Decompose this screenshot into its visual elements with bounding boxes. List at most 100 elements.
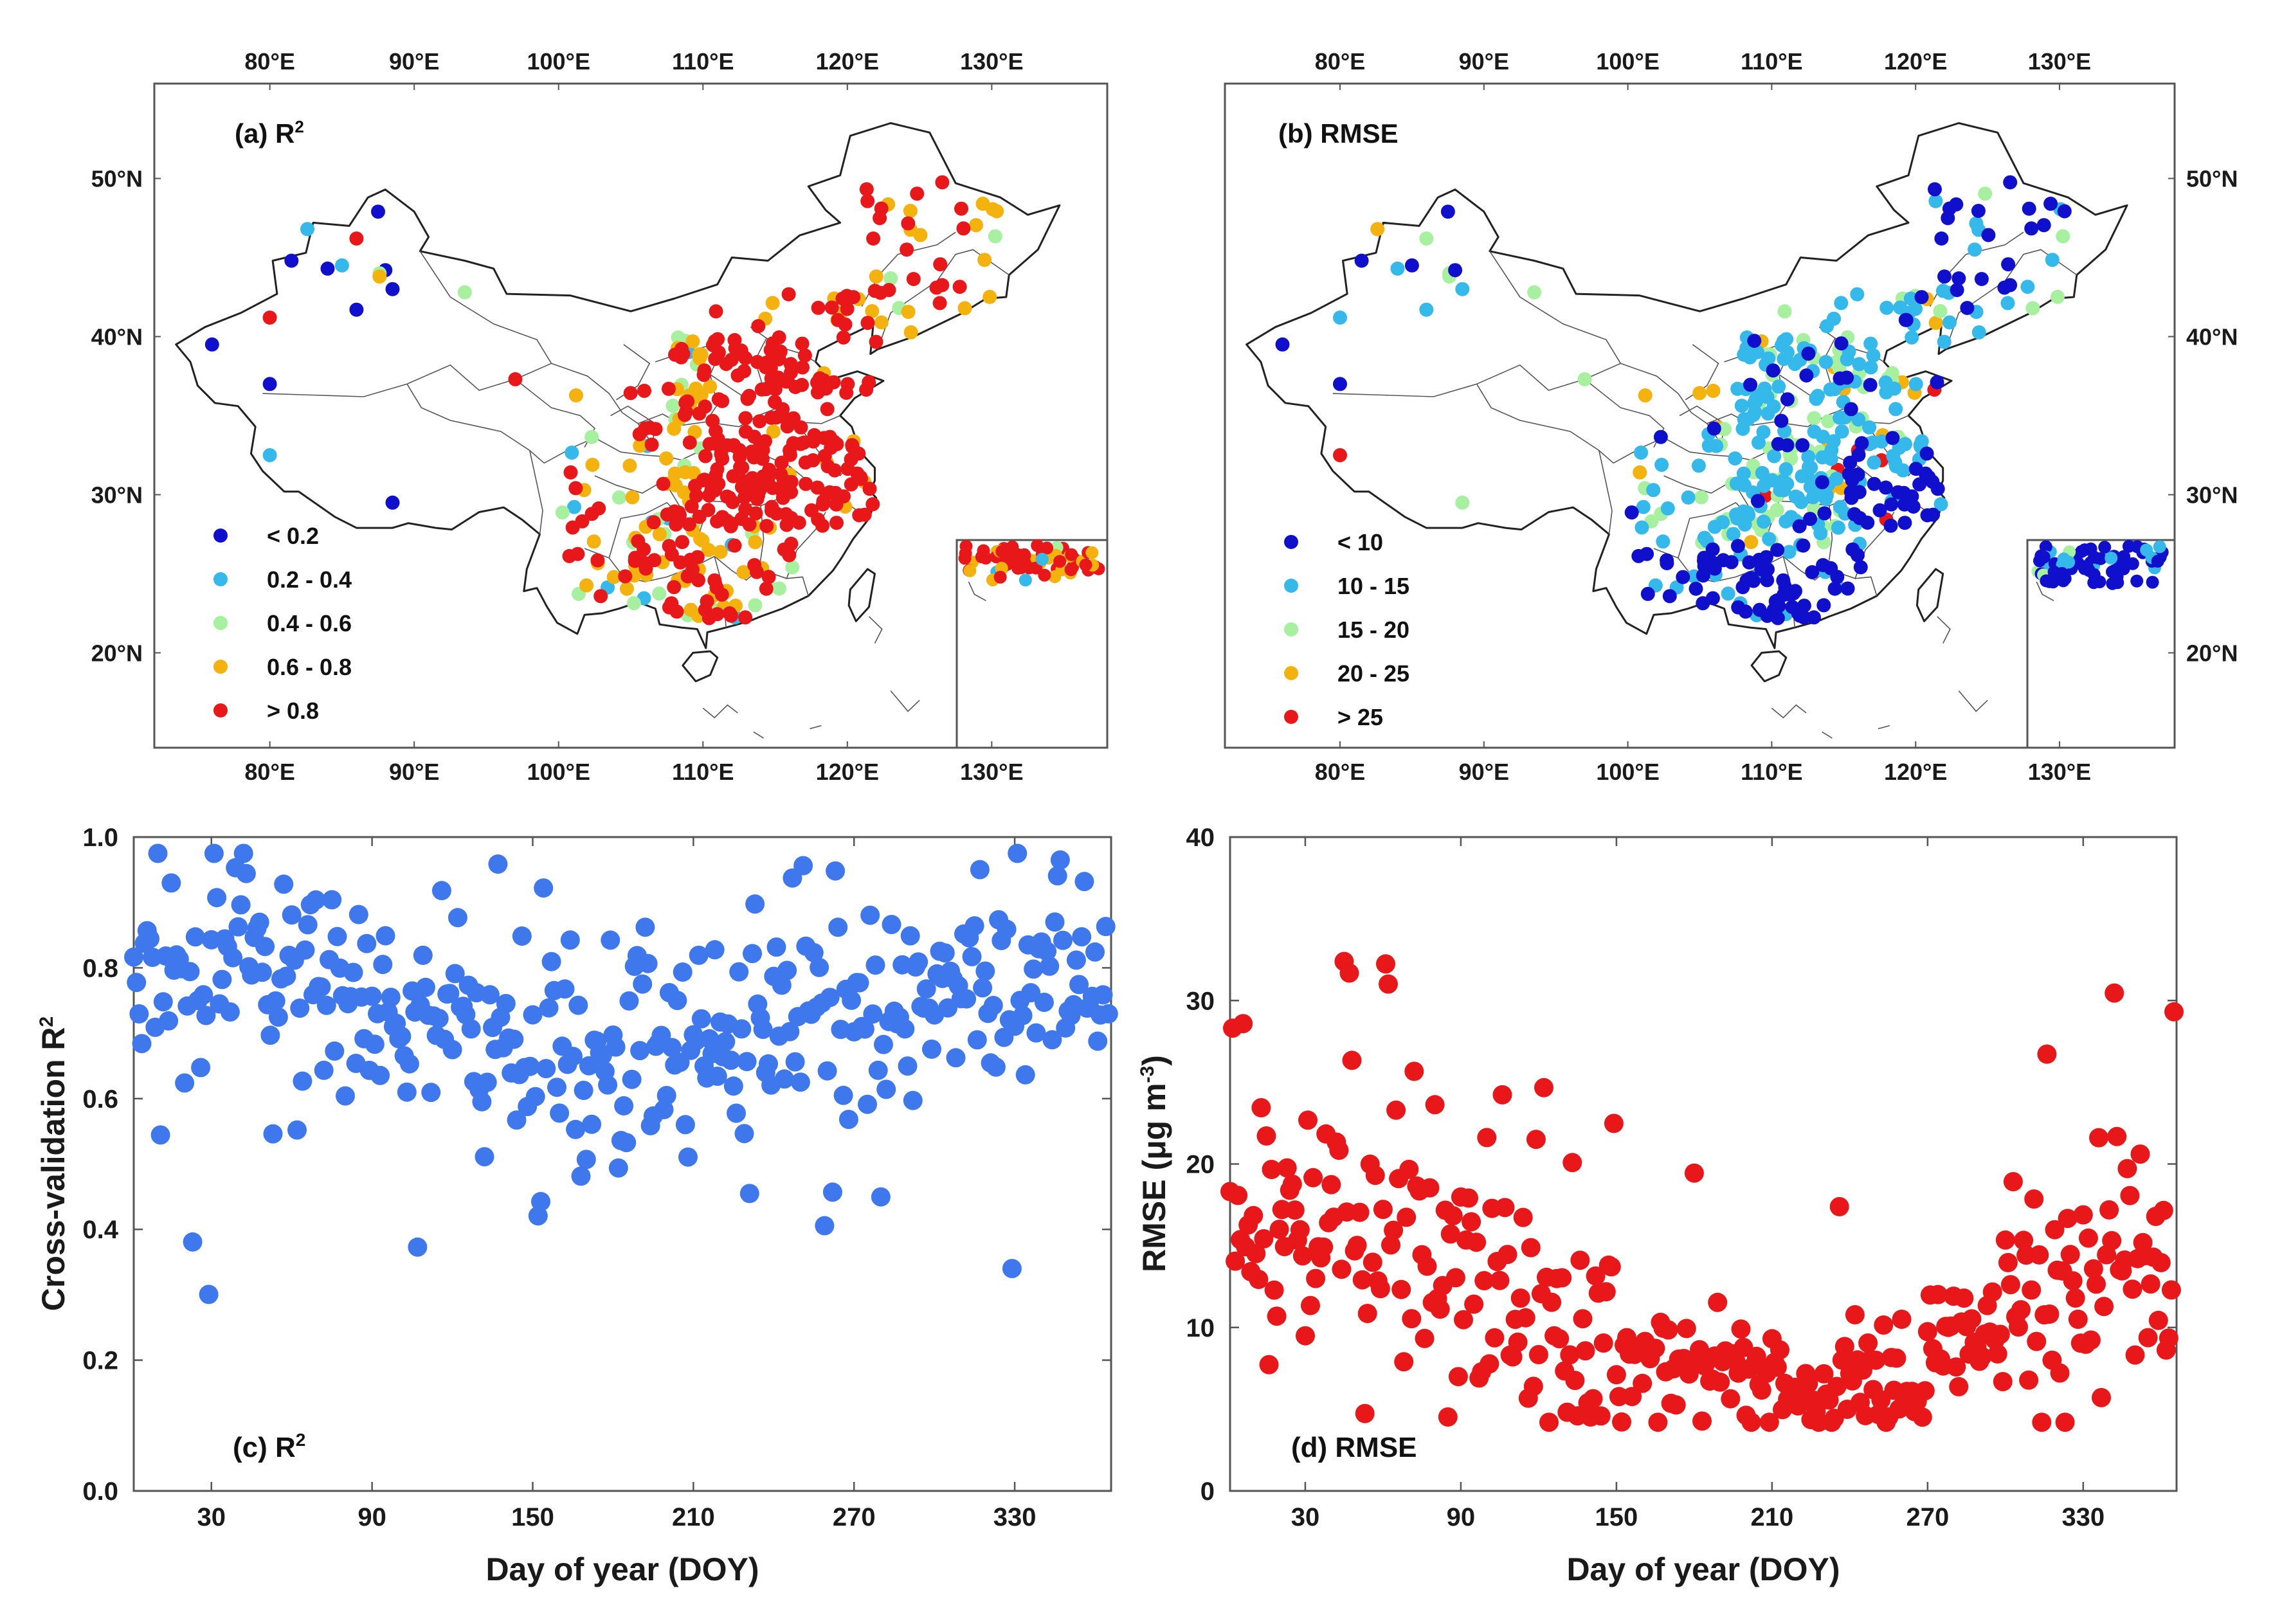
data-point	[858, 1094, 877, 1114]
panel-c-frame	[132, 836, 1112, 1492]
data-point	[293, 1071, 312, 1091]
data-point	[2065, 1288, 2085, 1308]
station-point	[284, 253, 299, 268]
data-point	[1523, 1376, 1543, 1396]
province-boundary	[514, 379, 595, 448]
inset-point	[2105, 552, 2118, 564]
data-point	[630, 1041, 650, 1061]
legend-label: 20 - 25	[1337, 660, 1409, 687]
data-point	[1420, 1178, 1440, 1198]
station-point	[1885, 431, 1900, 446]
data-point	[233, 844, 253, 863]
station-point	[385, 282, 400, 296]
station-point	[1854, 436, 1869, 451]
station-point	[810, 480, 825, 495]
data-point	[662, 1038, 682, 1058]
station-point	[2057, 204, 2072, 219]
data-point	[1845, 1305, 1865, 1324]
station-point	[1793, 608, 1807, 623]
station-point	[1968, 242, 1982, 257]
data-point	[2105, 983, 2124, 1003]
station-point	[1771, 437, 1786, 451]
station-point	[817, 373, 831, 388]
station-point	[901, 305, 916, 320]
data-point	[1477, 1128, 1497, 1148]
station-point	[1697, 554, 1711, 568]
inset-point	[2151, 554, 2164, 568]
data-point	[260, 1025, 280, 1045]
data-point	[566, 1119, 586, 1139]
station-point	[1960, 301, 1975, 315]
lon-tick-label: 130°E	[2028, 759, 2091, 785]
province-boundary	[1489, 251, 1622, 380]
inset-point	[963, 564, 977, 577]
data-point	[614, 1096, 634, 1115]
china-boundary	[1245, 122, 2128, 649]
station-point	[204, 337, 219, 352]
data-point	[440, 984, 460, 1004]
station-point	[2025, 301, 2040, 316]
data-point	[2014, 1231, 2034, 1250]
station-point	[1730, 539, 1745, 554]
y-tick-label: 0.0	[82, 1477, 118, 1506]
station-point	[1971, 204, 1986, 218]
data-point	[528, 1206, 548, 1226]
data-point	[1246, 1243, 1266, 1263]
data-point	[1394, 1352, 1414, 1372]
lat-ticks: 50°N 40°N 30°N 20°N	[91, 166, 161, 666]
station-point	[1770, 611, 1785, 626]
data-point	[488, 854, 508, 874]
data-point	[874, 1034, 893, 1054]
inset-point	[2057, 552, 2070, 566]
inset-point	[2117, 550, 2131, 563]
data-point	[1658, 1320, 1678, 1340]
data-point	[322, 890, 342, 910]
station-point	[555, 505, 570, 520]
data-point	[266, 991, 285, 1011]
lon-tick-label: 100°E	[1596, 759, 1659, 785]
station-point	[748, 506, 763, 521]
data-point	[582, 1114, 602, 1134]
data-point	[1314, 1237, 1334, 1257]
station-point	[1852, 510, 1867, 525]
inset-point	[1079, 558, 1092, 572]
station-point	[622, 458, 637, 473]
station-point	[820, 402, 835, 417]
station-point	[1676, 570, 1690, 584]
station-point	[845, 438, 860, 453]
data-point	[780, 1022, 800, 1042]
lat-tick-label: 20°N	[2186, 640, 2238, 666]
inset-point	[2098, 541, 2112, 554]
data-point	[1259, 1355, 1279, 1375]
station-point	[1782, 545, 1797, 559]
station-point	[772, 330, 786, 345]
legend-swatch	[213, 703, 228, 717]
station-point	[1729, 507, 1743, 522]
station-point	[568, 388, 583, 402]
data-point	[1485, 1328, 1505, 1348]
data-point	[1290, 1220, 1310, 1240]
data-point	[563, 1047, 583, 1067]
station-point	[1527, 285, 1542, 300]
station-point	[702, 488, 716, 503]
data-point	[790, 1072, 810, 1092]
station-point	[1801, 449, 1816, 464]
data-point	[638, 953, 658, 973]
station-point	[1760, 608, 1775, 623]
station-point	[262, 448, 277, 462]
data-point	[140, 929, 159, 949]
station-point	[567, 500, 581, 514]
data-point	[1088, 1031, 1108, 1051]
data-point	[635, 917, 655, 937]
station-points	[1275, 175, 2169, 626]
station-point	[983, 289, 997, 304]
data-point	[1560, 1345, 1580, 1365]
station-point	[682, 435, 697, 450]
data-point	[2032, 1412, 2052, 1432]
data-point	[1995, 1230, 2015, 1250]
data-point	[849, 973, 869, 993]
station-point	[727, 538, 742, 553]
station-point	[1819, 488, 1834, 503]
data-point	[868, 1060, 888, 1080]
station-point	[606, 570, 621, 584]
